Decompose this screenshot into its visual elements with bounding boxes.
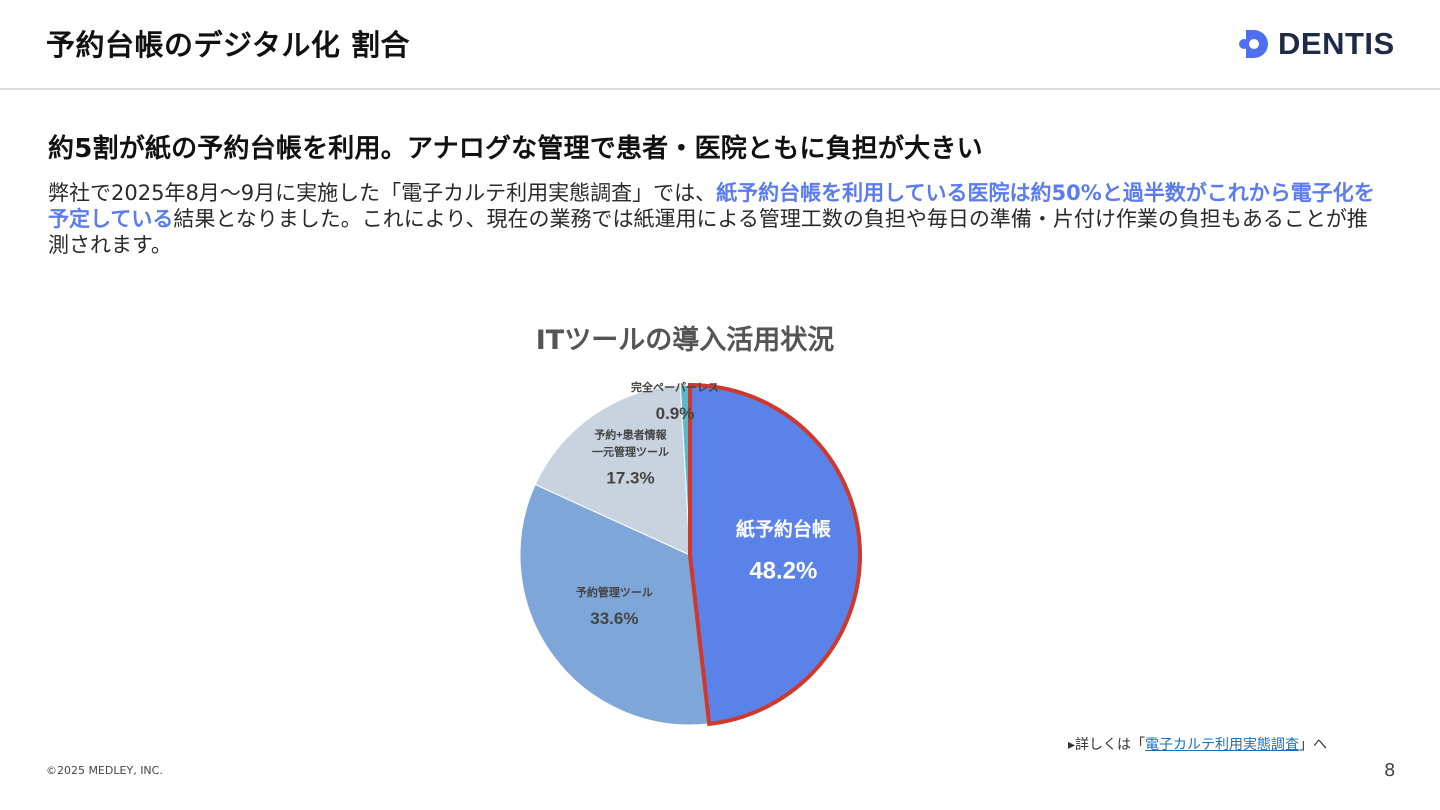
- body-paragraph: 弊社で2025年8月～9月に実施した「電子カルテ利用実態調査」では、紙予約台帳を…: [48, 180, 1378, 258]
- copyright: ©2025 MEDLEY, INC.: [46, 764, 163, 777]
- source-link[interactable]: 電子カルテ利用実態調査: [1145, 737, 1300, 753]
- body-highlight: 紙予約台帳を利用している医院は約50%と過半数がこれから電子化を予定している: [48, 181, 1375, 231]
- source-prefix: ▸詳しくは「: [1068, 737, 1146, 753]
- logo-text: DENTIS: [1278, 26, 1395, 61]
- pie-slice: [534, 384, 691, 556]
- page-number: 8: [1384, 760, 1396, 781]
- pie-slice: [519, 483, 710, 726]
- dentis-logo-icon: [1239, 30, 1268, 58]
- dentis-logo: DENTIS: [1236, 26, 1395, 62]
- header: 予約台帳のデジタル化 割合 DENTIS: [0, 0, 1440, 90]
- body-text-part1: 弊社で2025年8月～9月に実施した「電子カルテ利用実態調査」では、: [48, 181, 717, 205]
- chart-title: ITツールの導入活用状況: [535, 325, 835, 356]
- source-suffix: 」へ: [1299, 737, 1328, 753]
- pie-slice: [688, 382, 862, 727]
- source-note: ▸詳しくは「電子カルテ利用実態調査」へ: [1068, 734, 1327, 754]
- body-text-part2: 結果となりました。これにより、現在の業務では紙運用による管理工数の負担や毎日の準…: [48, 207, 1368, 257]
- page-title: 予約台帳のデジタル化 割合: [46, 28, 411, 62]
- headline: 約5割が紙の予約台帳を利用。アナログな管理で患者・医院ともに負担が大きい: [48, 134, 983, 164]
